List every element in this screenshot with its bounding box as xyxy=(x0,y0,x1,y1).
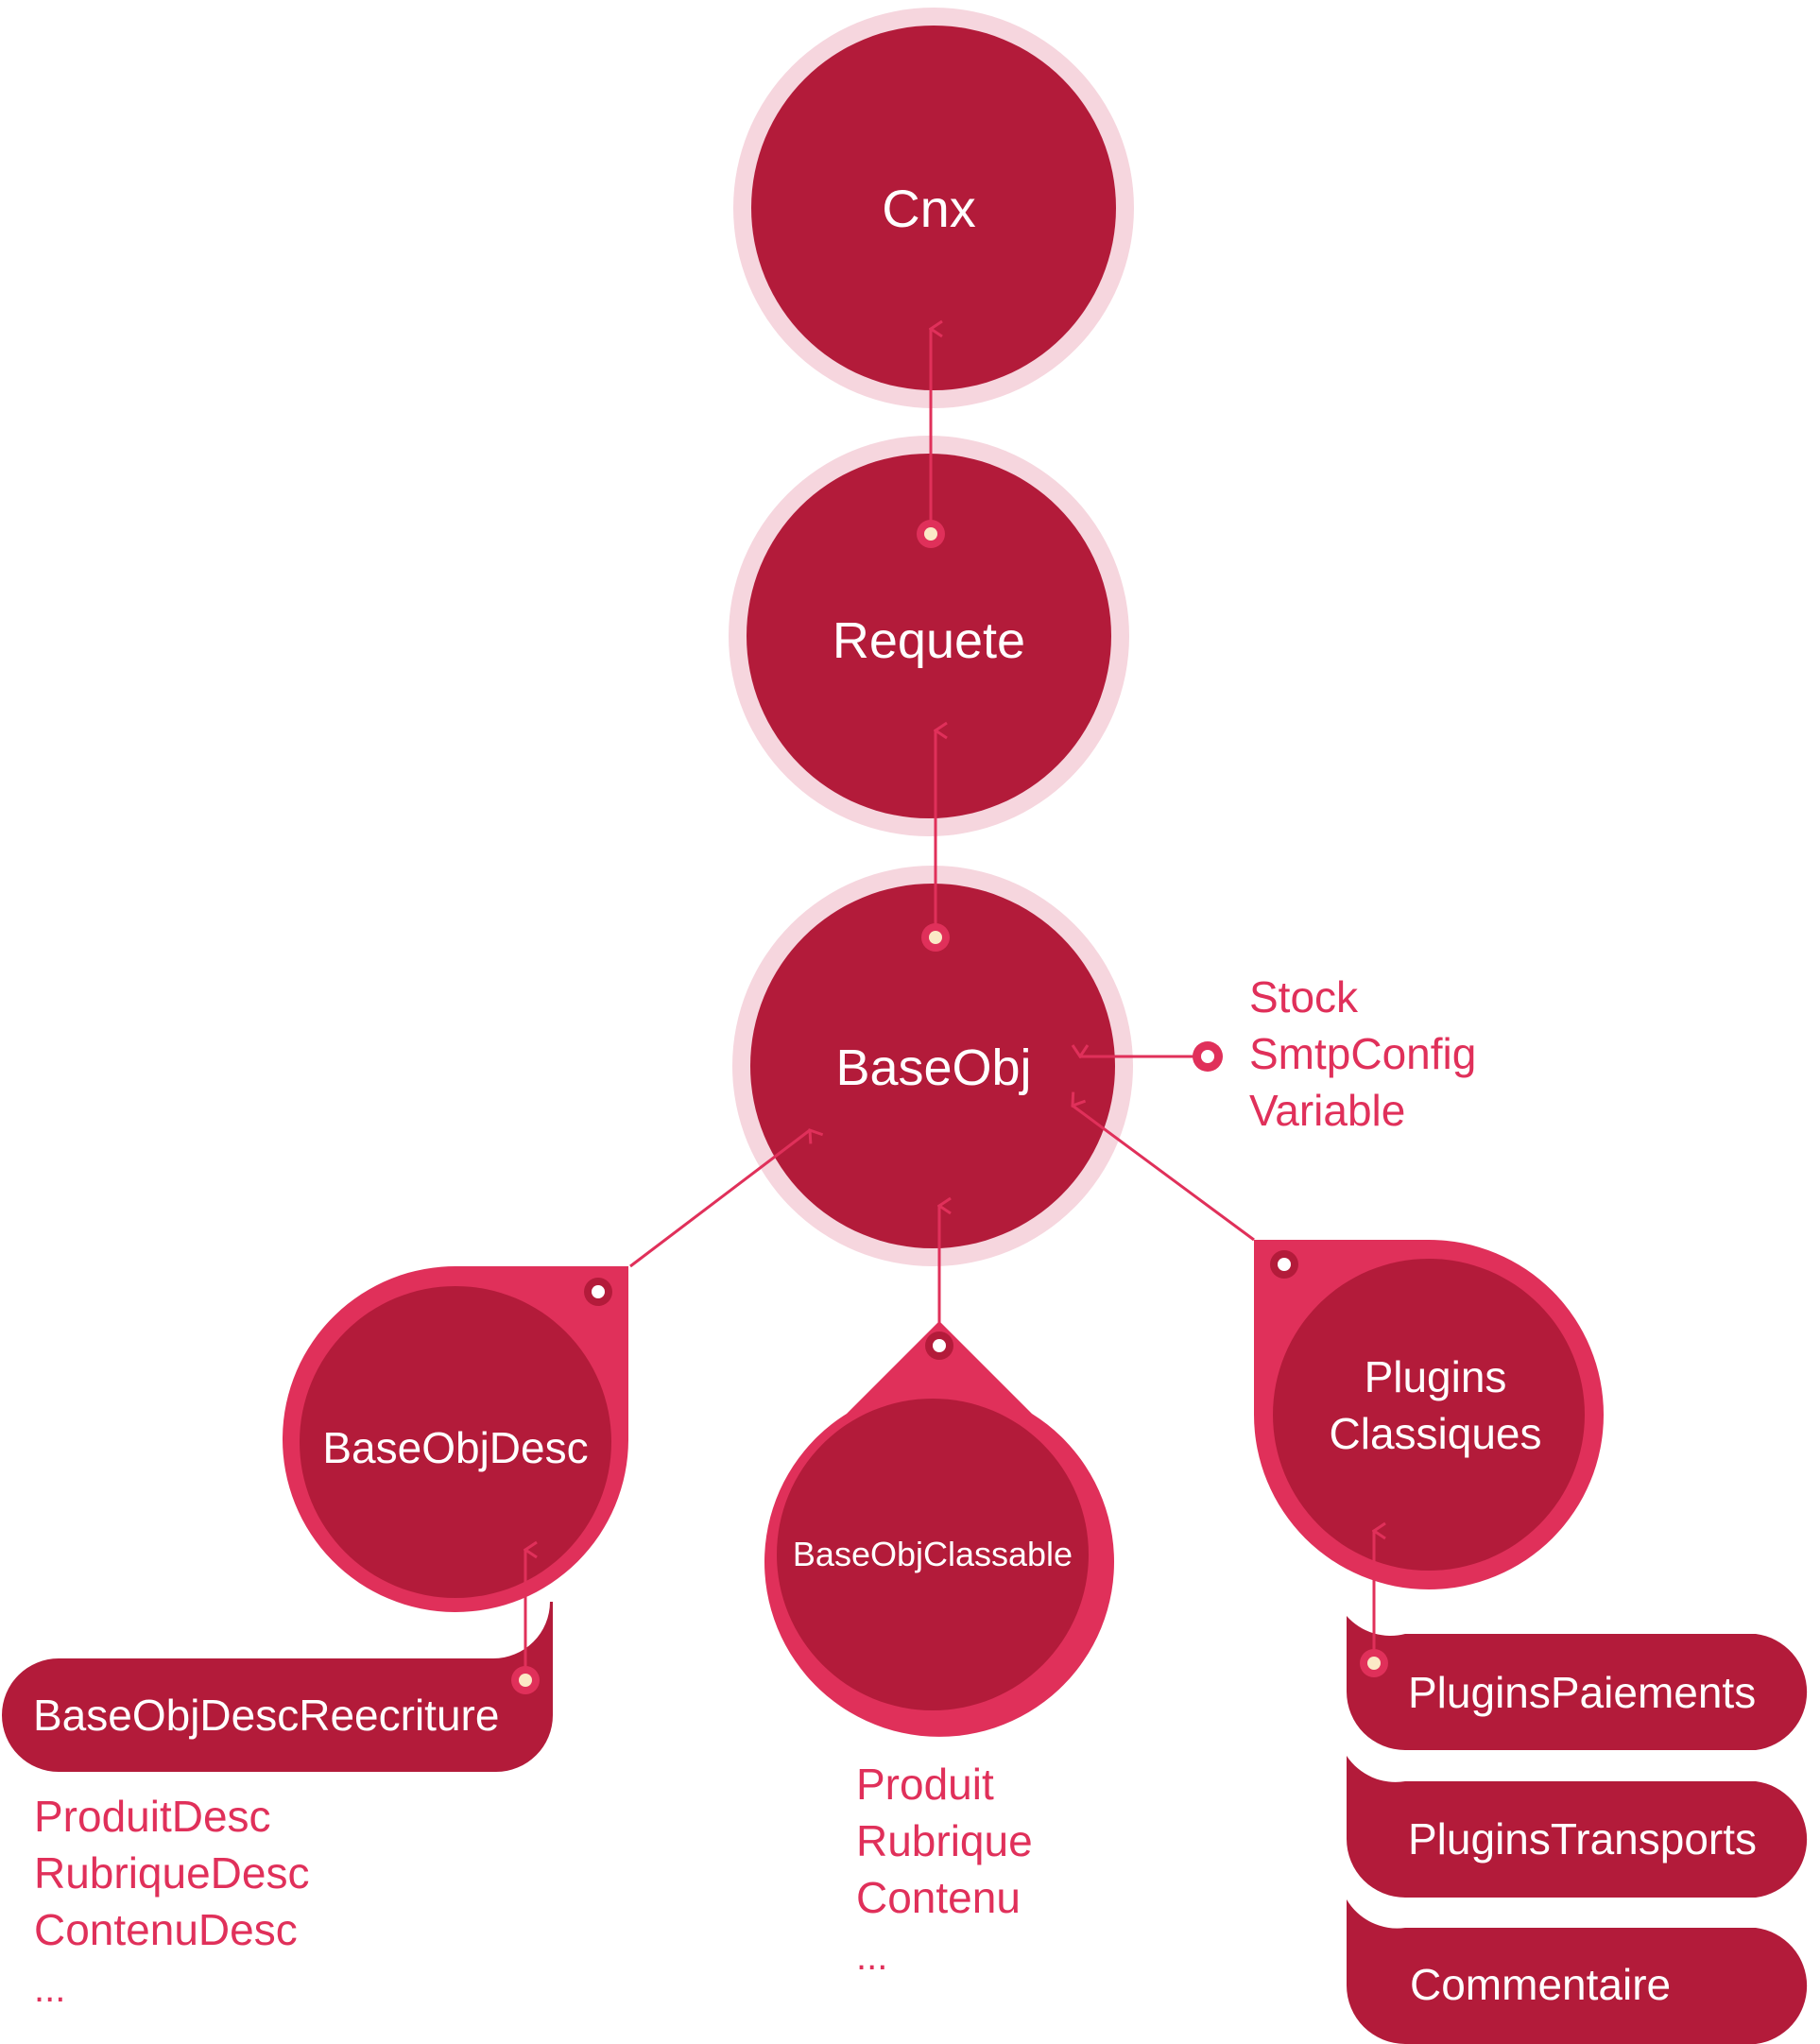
pill-pluginspaiements-label: PluginsPaiements xyxy=(1408,1668,1756,1717)
list-item: RubriqueDesc xyxy=(34,1848,309,1898)
pill-pluginstransports: PluginsTransports xyxy=(1347,1756,1808,1898)
list-item: Produit xyxy=(856,1760,994,1809)
list-item: SmtpConfig xyxy=(1249,1029,1476,1078)
list-item: Stock xyxy=(1249,972,1359,1022)
dot-requete xyxy=(917,520,945,548)
node-plugins-label-line2: Classiques xyxy=(1330,1409,1542,1458)
dot-reecriture xyxy=(511,1666,540,1694)
node-cnx-label: Cnx xyxy=(882,179,976,238)
pill-baseobjdescreecriture-label: BaseObjDescReecriture xyxy=(33,1691,499,1740)
node-baseobj: BaseObj xyxy=(732,866,1133,1266)
arrow-desc-to-baseobj xyxy=(629,1130,810,1268)
dot-plugins xyxy=(1270,1250,1298,1279)
list-item: Variable xyxy=(1249,1086,1405,1135)
pill-baseobjdescreecriture: BaseObjDescReecriture xyxy=(2,1602,553,1772)
node-baseobjclassable: BaseObjClassable xyxy=(764,1321,1115,1737)
dot-side-list xyxy=(1193,1041,1223,1072)
dot-baseobjdesc xyxy=(584,1278,612,1306)
node-baseobjdesc-label: BaseObjDesc xyxy=(322,1423,588,1472)
node-requete: Requete xyxy=(729,436,1129,836)
list-item: ContenuDesc xyxy=(34,1905,298,1954)
connection-dots xyxy=(511,520,1388,1694)
baseobj-side-list: Stock SmtpConfig Variable xyxy=(1249,972,1476,1135)
node-baseobjclassable-label: BaseObjClassable xyxy=(793,1535,1073,1573)
desc-children-list: ProduitDesc RubriqueDesc ContenuDesc ... xyxy=(34,1792,309,2010)
list-item: Contenu xyxy=(856,1873,1021,1922)
node-plugins-classiques: Plugins Classiques xyxy=(1254,1240,1604,1589)
pill-commentaire: Commentaire xyxy=(1347,1899,1808,2044)
list-item: ... xyxy=(34,1968,65,2010)
node-cnx: Cnx xyxy=(733,8,1134,408)
classable-children-list: Produit Rubrique Contenu ... xyxy=(856,1760,1033,1978)
node-plugins-label-line1: Plugins xyxy=(1365,1352,1507,1401)
list-item: Rubrique xyxy=(856,1816,1033,1865)
pill-commentaire-label: Commentaire xyxy=(1410,1960,1671,2009)
pill-pluginspaiements: PluginsPaiements xyxy=(1347,1616,1808,1750)
dot-baseobjclassable xyxy=(925,1331,953,1360)
list-item: ProduitDesc xyxy=(34,1792,271,1841)
arrow-plugins-to-baseobj xyxy=(1073,1106,1255,1242)
node-baseobjdesc: BaseObjDesc xyxy=(282,1265,628,1612)
dot-baseobj xyxy=(921,923,950,952)
pill-pluginstransports-label: PluginsTransports xyxy=(1408,1814,1757,1864)
node-requete-label: Requete xyxy=(833,612,1025,669)
dot-paiements xyxy=(1360,1649,1388,1677)
connectors xyxy=(525,329,1374,1680)
node-baseobj-label: BaseObj xyxy=(835,1039,1031,1096)
list-item: ... xyxy=(856,1936,887,1978)
